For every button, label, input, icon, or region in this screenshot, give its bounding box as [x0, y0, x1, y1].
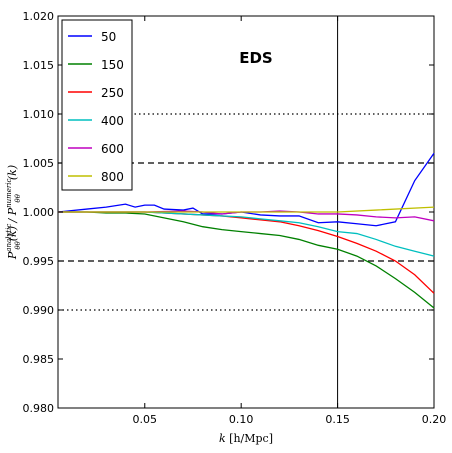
- series-line-600: [58, 210, 435, 222]
- legend-label-400: 400: [101, 114, 124, 128]
- series-group: [57, 152, 435, 309]
- y-tick-label: 0.990: [23, 304, 55, 317]
- series-line-800: [58, 206, 435, 213]
- y-tick-label: 1.005: [23, 157, 55, 170]
- tick-labels: 0.05 0.10 0.15 0.20 0.980 0.985 0.990 0.995 1.00…: [23, 10, 447, 426]
- legend-label-150: 150: [101, 58, 124, 72]
- x-tick-label: 0.15: [325, 413, 350, 426]
- legend-label-250: 250: [101, 86, 124, 100]
- x-tick-label: 0.20: [422, 413, 447, 426]
- legend-box: [61, 19, 133, 191]
- y-axis-title: Panalyticθθ(k) / Pnumericθθ(k): [5, 165, 22, 260]
- series-line-400: [58, 211, 435, 257]
- x-tick-label: 0.05: [133, 413, 158, 426]
- y-tick-label: 1.015: [23, 59, 55, 72]
- axis-ticks: [58, 15, 435, 409]
- legend-label-800: 800: [101, 170, 124, 184]
- y-tick-label: 0.980: [23, 402, 55, 415]
- legend-label-600: 600: [101, 142, 124, 156]
- legend-label-50: 50: [101, 30, 116, 44]
- y-tick-label: 0.985: [23, 353, 55, 366]
- chart-annotation: EDS: [239, 49, 273, 67]
- y-tick-label: 1.020: [23, 10, 55, 23]
- y-tick-label: 0.995: [23, 255, 55, 268]
- y-tick-label: 1.010: [23, 108, 55, 121]
- series-line-150: [58, 211, 435, 309]
- y-tick-label: 1.000: [23, 206, 55, 219]
- legend: 50 150 250 400 600 800: [61, 19, 133, 191]
- x-tick-label: 0.10: [229, 413, 254, 426]
- x-axis-title: k [h/Mpc]: [219, 432, 273, 445]
